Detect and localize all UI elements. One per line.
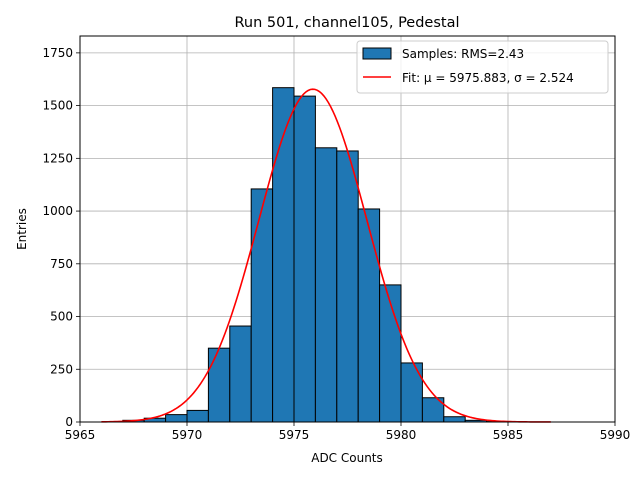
legend-box xyxy=(356,40,609,94)
y-axis-label: Entries xyxy=(15,208,29,250)
x-tick-label: 5985 xyxy=(493,428,524,442)
histogram-bar xyxy=(314,147,338,423)
fit-curve xyxy=(101,88,551,423)
y-tick-label: 1500 xyxy=(42,99,73,113)
x-axis-label: ADC Counts xyxy=(311,451,383,465)
x-tick-label: 5965 xyxy=(65,428,96,442)
legend-label-samples: Samples: RMS=2.43 xyxy=(402,47,524,61)
histogram-bar xyxy=(443,416,466,423)
histogram-bars xyxy=(122,87,509,423)
histogram-bar xyxy=(357,208,381,423)
x-tick-label: 5975 xyxy=(279,428,310,442)
x-tick-label: 5970 xyxy=(172,428,203,442)
legend: Samples: RMS=2.43 Fit: μ = 5975.883, σ =… xyxy=(356,40,609,94)
histogram-bar xyxy=(293,95,316,423)
histogram-bar xyxy=(165,414,188,423)
y-tick-label: 0 xyxy=(65,415,73,429)
x-tick-label: 5980 xyxy=(386,428,417,442)
histogram-bar xyxy=(379,284,402,423)
histogram-bar xyxy=(336,150,359,423)
x-tick-label: 5990 xyxy=(600,428,631,442)
y-tick-label: 1250 xyxy=(42,151,73,165)
y-tick-label: 500 xyxy=(50,310,73,324)
y-tick-label: 750 xyxy=(50,257,73,271)
histogram-bar xyxy=(400,362,423,423)
histogram-bar xyxy=(207,347,231,423)
chart-title: Run 501, channel105, Pedestal xyxy=(234,15,459,31)
plot-frame xyxy=(79,35,616,423)
legend-swatch-samples xyxy=(362,47,392,60)
histogram-bar xyxy=(186,409,209,423)
y-tick-label: 1000 xyxy=(42,204,73,218)
y-tick-label: 1750 xyxy=(42,46,73,60)
histogram-bar xyxy=(250,188,274,423)
x-axis-ticks: 5965 5970 5975 5980 5985 5990 xyxy=(65,422,631,442)
y-axis-ticks: 0 250 500 750 1000 1250 1500 1750 xyxy=(42,46,80,429)
legend-label-fit: Fit: μ = 5975.883, σ = 2.524 xyxy=(402,71,574,85)
histogram-bar xyxy=(229,325,252,423)
y-tick-label: 250 xyxy=(50,362,73,376)
